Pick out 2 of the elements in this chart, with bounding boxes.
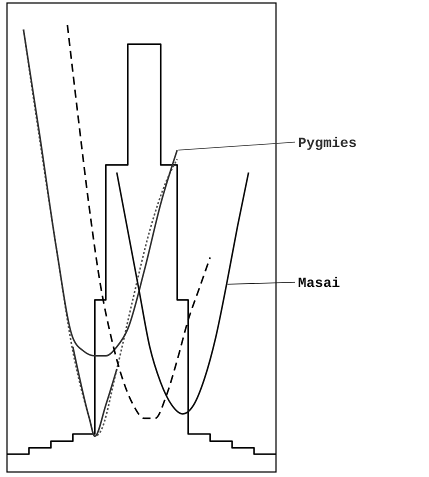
legend-label: Masai <box>298 276 340 292</box>
text: Pygmies <box>298 136 357 152</box>
